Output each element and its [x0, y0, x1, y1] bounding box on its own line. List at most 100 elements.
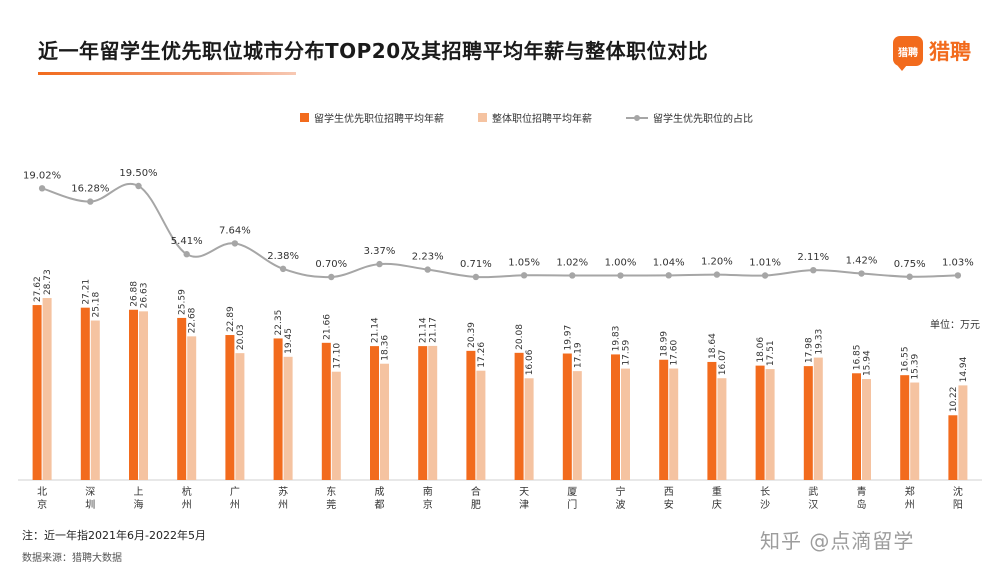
bar-secondary-value-label: 28.73 [43, 269, 53, 295]
bar-secondary [862, 379, 871, 480]
legend-item-line: 留学生优先职位的占比 [626, 110, 753, 125]
bar-primary-value-label: 19.97 [563, 325, 573, 351]
data-source: 数据来源：猎聘大数据 [22, 553, 122, 564]
share-value-label: 19.02% [23, 170, 61, 181]
legend-label-secondary: 整体职位招聘平均年薪 [492, 114, 592, 125]
x-tick-label: 上 [134, 486, 144, 498]
share-value-label: 7.64% [219, 225, 251, 236]
bar-secondary [765, 369, 775, 480]
share-value-label: 16.28% [71, 184, 109, 195]
bar-secondary [572, 371, 582, 480]
x-tick-label: 州 [230, 499, 240, 511]
share-value-label: 2.23% [412, 252, 444, 263]
bar-primary [514, 352, 524, 480]
x-tick-label: 东 [326, 485, 336, 498]
bar-secondary-value-label: 20.03 [236, 324, 246, 350]
bar-primary [948, 415, 958, 480]
share-value-label: 1.03% [942, 257, 974, 268]
x-tick-label: 沙 [760, 499, 770, 511]
bar-secondary-value-label: 16.06 [525, 349, 535, 375]
x-tick-label: 都 [375, 499, 385, 511]
share-value-label: 1.42% [846, 256, 878, 267]
bar-primary [562, 353, 572, 480]
x-tick-label: 宁 [616, 485, 626, 498]
bar-primary-value-label: 26.88 [130, 281, 140, 307]
share-point [183, 251, 190, 258]
bar-secondary-value-label: 15.39 [911, 353, 921, 379]
bar-secondary [813, 357, 823, 480]
share-value-label: 1.04% [653, 257, 685, 268]
share-point [520, 272, 528, 279]
x-tick-label: 岛 [857, 498, 867, 511]
legend-swatch-line [626, 114, 648, 121]
legend-swatch-secondary [478, 113, 487, 122]
x-tick-label: 海 [134, 498, 144, 511]
x-tick-label: 合 [471, 485, 481, 498]
bar-secondary-value-label: 19.45 [284, 328, 294, 354]
x-tick-label: 波 [616, 498, 626, 511]
bar-primary-value-label: 21.66 [322, 314, 332, 340]
bar-secondary [187, 336, 197, 480]
liepin-logo: 猎聘 猎聘 [893, 36, 971, 71]
bar-primary-value-label: 18.64 [708, 333, 718, 359]
bar-secondary [717, 378, 727, 480]
bar-secondary-value-label: 16.07 [718, 349, 728, 375]
bar-primary [755, 365, 765, 480]
x-tick-label: 郑 [905, 485, 915, 498]
x-tick-label: 州 [182, 499, 192, 511]
bar-secondary [476, 370, 486, 480]
share-point [328, 273, 335, 281]
bar-secondary [380, 363, 389, 480]
logo-mark-icon: 猎聘 [893, 36, 923, 71]
x-tick-label: 肥 [471, 499, 481, 511]
x-tick-label: 重 [712, 485, 722, 498]
share-point [569, 272, 576, 279]
share-point [38, 185, 46, 192]
share-point [858, 270, 865, 277]
bar-secondary [669, 368, 679, 480]
bar-primary [177, 317, 187, 480]
bar-primary-value-label: 27.21 [81, 279, 91, 305]
x-tick-label: 阳 [953, 499, 963, 511]
share-point [665, 272, 672, 279]
share-line [41, 183, 958, 279]
x-tick-label: 杭 [182, 485, 192, 498]
share-value-label: 1.01% [749, 257, 781, 268]
x-tick-label: 广 [230, 486, 240, 498]
share-value-label: 1.05% [508, 257, 540, 268]
share-value-label: 19.50% [119, 168, 157, 179]
bar-primary-value-label: 22.35 [274, 310, 284, 336]
bar-secondary-value-label: 25.18 [91, 291, 101, 317]
bar-secondary [42, 298, 52, 480]
x-tick-label: 莞 [326, 499, 336, 511]
bar-secondary-value-label: 22.68 [188, 307, 198, 333]
bar-primary [900, 375, 910, 480]
x-tick-label: 南 [423, 485, 433, 498]
bar-primary-value-label: 16.85 [853, 345, 863, 371]
bar-secondary-value-label: 18.36 [381, 335, 391, 361]
x-tick-label: 圳 [85, 499, 95, 511]
x-tick-label: 厦 [567, 486, 577, 498]
bar-primary-value-label: 25.59 [178, 289, 188, 315]
x-tick-label: 门 [567, 498, 577, 511]
page-title: 近一年留学生优先职位城市分布TOP20及其招聘平均年薪与整体职位对比 [38, 39, 709, 63]
bar-secondary-value-label: 17.10 [332, 343, 342, 369]
x-tick-label: 津 [519, 499, 529, 511]
x-tick-label: 京 [423, 498, 433, 511]
bar-primary-value-label: 22.89 [226, 306, 236, 332]
share-point [810, 266, 817, 274]
share-value-label: 1.02% [556, 257, 588, 268]
share-point [87, 198, 94, 205]
bar-primary [273, 338, 283, 480]
bar-secondary-value-label: 14.94 [959, 356, 969, 382]
unit-label: 单位：万元 [930, 320, 980, 331]
x-tick-label: 苏 [278, 485, 288, 498]
share-point [954, 272, 962, 279]
x-tick-label: 汉 [808, 499, 818, 511]
chart-legend: 留学生优先职位招聘平均年薪 整体职位招聘平均年薪 留学生优先职位的占比 [300, 110, 787, 125]
bar-secondary [90, 320, 100, 480]
x-tick-label: 京 [37, 498, 47, 511]
bar-secondary [910, 382, 920, 480]
bar-primary-value-label: 27.62 [33, 276, 43, 302]
bar-secondary-value-label: 17.51 [766, 340, 776, 366]
